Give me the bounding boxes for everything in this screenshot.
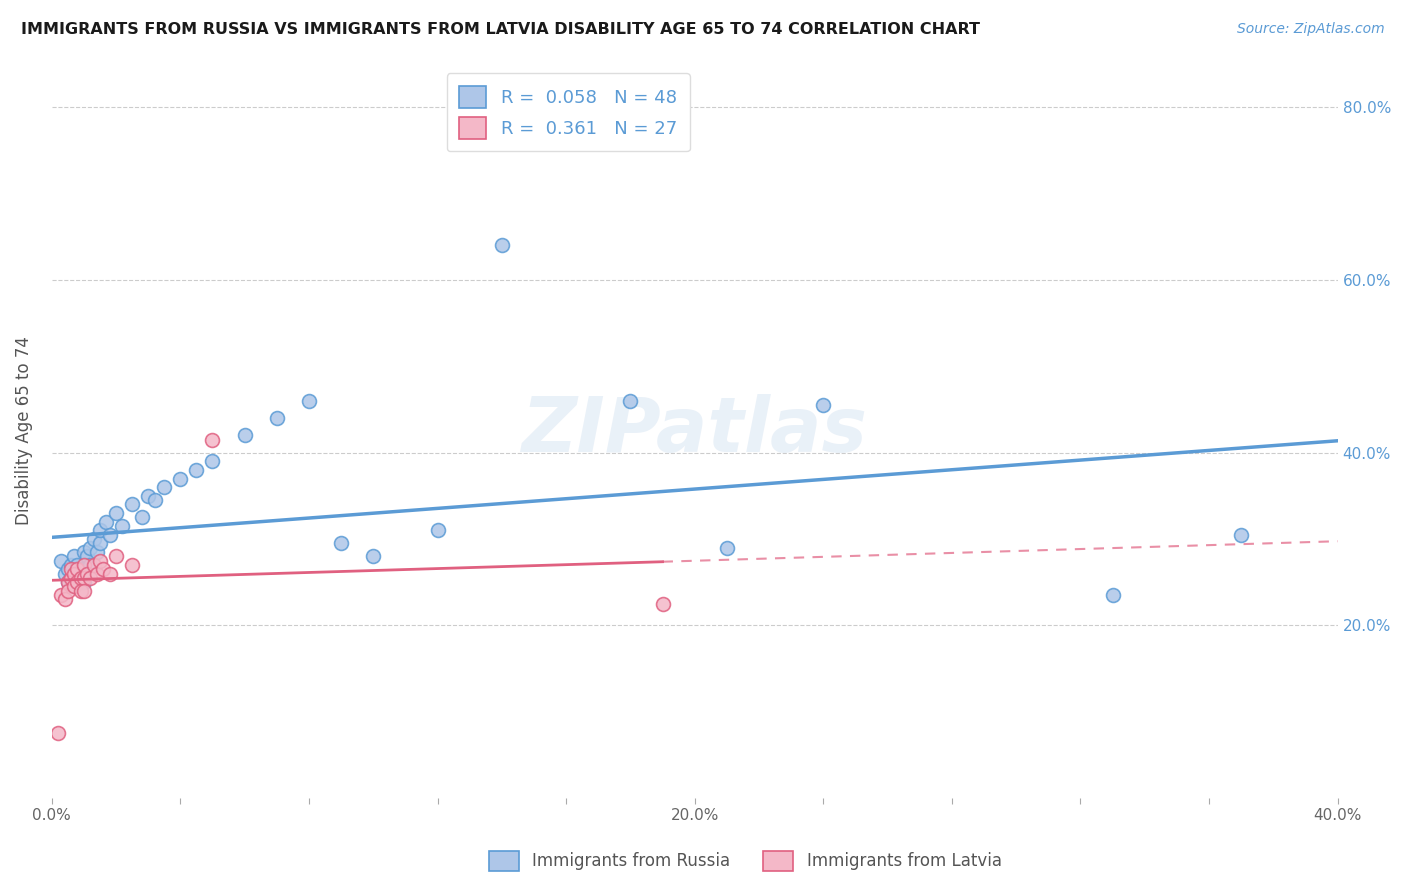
Point xyxy=(86,566,108,581)
Point xyxy=(83,532,105,546)
Point xyxy=(89,524,111,538)
Point xyxy=(98,527,121,541)
Point xyxy=(73,545,96,559)
Point xyxy=(79,558,101,572)
Point xyxy=(63,580,86,594)
Point xyxy=(69,562,91,576)
Point xyxy=(76,549,98,564)
Point xyxy=(298,393,321,408)
Point xyxy=(66,571,89,585)
Point xyxy=(46,726,69,740)
Point xyxy=(73,558,96,572)
Point xyxy=(66,562,89,576)
Point xyxy=(66,575,89,590)
Point xyxy=(233,428,256,442)
Point xyxy=(105,549,128,564)
Point xyxy=(56,575,79,590)
Point xyxy=(96,515,118,529)
Point xyxy=(76,566,98,581)
Point xyxy=(201,454,224,468)
Point xyxy=(56,562,79,576)
Point xyxy=(73,575,96,590)
Point xyxy=(89,536,111,550)
Point xyxy=(51,553,73,567)
Point xyxy=(63,580,86,594)
Point xyxy=(201,433,224,447)
Point xyxy=(131,510,153,524)
Point xyxy=(63,566,86,581)
Point xyxy=(426,524,449,538)
Point xyxy=(651,597,673,611)
Text: IMMIGRANTS FROM RUSSIA VS IMMIGRANTS FROM LATVIA DISABILITY AGE 65 TO 74 CORRELA: IMMIGRANTS FROM RUSSIA VS IMMIGRANTS FRO… xyxy=(21,22,980,37)
Point xyxy=(121,498,143,512)
Point xyxy=(60,558,83,572)
Point xyxy=(491,238,513,252)
Point xyxy=(76,566,98,581)
Point xyxy=(266,411,288,425)
Point xyxy=(63,549,86,564)
Point xyxy=(619,393,641,408)
Legend: R =  0.058   N = 48, R =  0.361   N = 27: R = 0.058 N = 48, R = 0.361 N = 27 xyxy=(447,73,689,152)
Point xyxy=(361,549,384,564)
Point xyxy=(91,562,114,576)
Point xyxy=(79,571,101,585)
Point xyxy=(56,575,79,590)
Point xyxy=(66,558,89,572)
Point xyxy=(1230,527,1253,541)
Point xyxy=(53,566,76,581)
Point xyxy=(69,575,91,590)
Point xyxy=(73,571,96,585)
Point xyxy=(111,519,134,533)
Point xyxy=(60,562,83,576)
Y-axis label: Disability Age 65 to 74: Disability Age 65 to 74 xyxy=(15,336,32,525)
Point xyxy=(1101,588,1123,602)
Point xyxy=(60,571,83,585)
Point xyxy=(153,480,176,494)
Point xyxy=(73,562,96,576)
Point xyxy=(136,489,159,503)
Point xyxy=(63,566,86,581)
Point xyxy=(69,571,91,585)
Point xyxy=(143,493,166,508)
Point xyxy=(86,545,108,559)
Point xyxy=(716,541,738,555)
Point xyxy=(83,558,105,572)
Point xyxy=(73,583,96,598)
Legend: Immigrants from Russia, Immigrants from Latvia: Immigrants from Russia, Immigrants from … xyxy=(481,842,1010,880)
Point xyxy=(51,588,73,602)
Point xyxy=(89,553,111,567)
Point xyxy=(121,558,143,572)
Point xyxy=(56,583,79,598)
Point xyxy=(813,398,835,412)
Point xyxy=(60,571,83,585)
Point xyxy=(169,471,191,485)
Point xyxy=(186,463,208,477)
Point xyxy=(53,592,76,607)
Text: Source: ZipAtlas.com: Source: ZipAtlas.com xyxy=(1237,22,1385,37)
Point xyxy=(98,566,121,581)
Point xyxy=(69,583,91,598)
Point xyxy=(105,506,128,520)
Text: ZIPatlas: ZIPatlas xyxy=(522,394,868,468)
Point xyxy=(79,541,101,555)
Point xyxy=(330,536,353,550)
